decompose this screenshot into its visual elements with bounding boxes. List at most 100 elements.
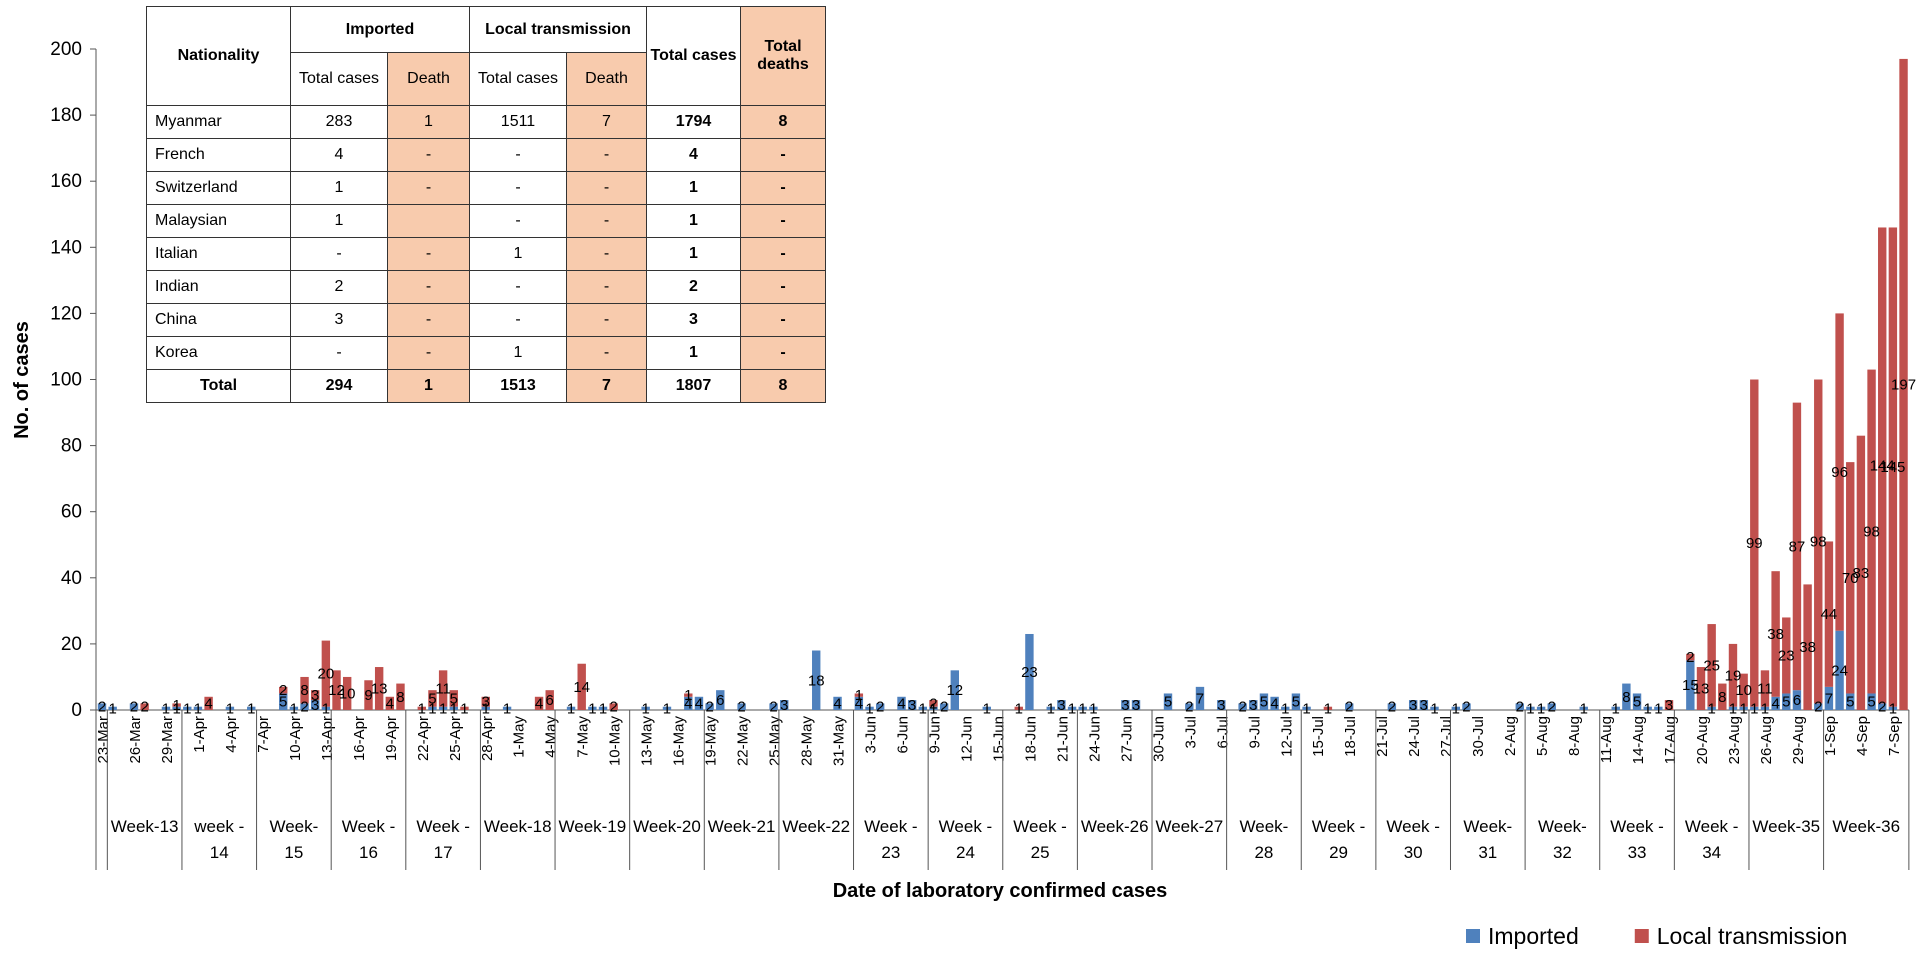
data-label: 25 (1703, 657, 1720, 674)
data-label: 7 (1825, 690, 1833, 707)
data-label: 1 (1015, 700, 1023, 717)
data-label: 1 (929, 700, 937, 717)
bar (321, 706, 331, 710)
data-label: 5 (1260, 694, 1268, 711)
data-label: 4 (897, 695, 905, 712)
bar (1771, 696, 1780, 710)
x-tick-label: 28-Apr (479, 716, 496, 761)
table-cell: 2 (646, 270, 741, 304)
bar (1846, 462, 1855, 694)
table-cell: 1 (646, 171, 741, 205)
bar (1771, 571, 1780, 697)
data-label: 1 (290, 700, 298, 717)
bar (780, 700, 789, 710)
table-cell: 1794 (646, 105, 741, 139)
data-label: 4 (684, 695, 692, 712)
table-cell: 1 (387, 369, 470, 403)
y-tick-label: 40 (61, 568, 82, 589)
table-cell: 1513 (469, 369, 567, 403)
data-label: 2 (98, 699, 106, 716)
table-row: Indian 2- - -2- (146, 270, 826, 304)
data-label: 70 (1842, 570, 1859, 587)
bar (481, 706, 490, 710)
data-label: 5 (1846, 694, 1854, 711)
x-tick-label: 1-May (511, 716, 528, 758)
data-label: 1 (1889, 700, 1897, 717)
x-tick-label: 15-Jun (990, 716, 1007, 762)
x-tick-label: 20-Aug (1694, 716, 1711, 764)
data-label: 3 (1409, 697, 1417, 714)
x-tick-label: 3-Jun (863, 716, 880, 754)
x-tick-label: 11-Aug (1598, 716, 1615, 763)
bar (1611, 706, 1620, 710)
bar (929, 706, 938, 710)
bar (449, 690, 458, 707)
bar (1281, 706, 1290, 710)
table-cell: China (146, 303, 291, 337)
bar (566, 706, 576, 710)
bar (1345, 703, 1354, 710)
bar (1462, 703, 1471, 710)
data-label: 15 (1682, 677, 1699, 694)
legend-label: Local transmission (1657, 923, 1847, 949)
table-cell: Indian (146, 270, 291, 304)
bar (1707, 624, 1716, 707)
data-label: 12 (946, 682, 963, 699)
data-label: 2 (737, 699, 745, 716)
data-label: 5 (1782, 694, 1790, 711)
bar (588, 706, 597, 710)
x-tick-label: 19-May (703, 716, 720, 767)
x-tick-label: 12-Jul (1278, 716, 1295, 757)
table-body: Myanmar 283 1 1511 7 1794 8 French 4- - -4- Switzer… (146, 105, 826, 403)
data-label: 20 (318, 666, 335, 683)
table-cell: - (566, 171, 647, 205)
legend-label: Imported (1488, 923, 1579, 949)
data-label: 1 (428, 700, 436, 717)
table-cell: - (290, 237, 388, 271)
y-tick-label: 200 (50, 39, 82, 60)
header-cell: Total deaths (740, 6, 826, 106)
data-label: 197 (1891, 376, 1916, 393)
bar (1846, 693, 1855, 710)
table-row: Switzerland 1- - -1- (146, 171, 826, 205)
bar (812, 650, 821, 710)
bar (875, 703, 885, 710)
data-label: 145 (1880, 459, 1905, 476)
bar (577, 663, 586, 710)
data-label: 12 (328, 682, 345, 699)
data-label: 1 (247, 700, 255, 717)
week-label: Week-13 (111, 817, 179, 836)
table-cell: - (290, 336, 388, 370)
table-row: China 3- - -3- (146, 303, 826, 337)
bar (737, 703, 746, 710)
bar (1195, 686, 1205, 710)
x-tick-label: 22-Apr (415, 716, 432, 761)
table-cell: Italian (146, 237, 291, 271)
data-label: 1 (1452, 700, 1460, 717)
data-label: 1 (588, 700, 596, 717)
data-label: 2 (130, 699, 138, 716)
data-label: 83 (1853, 565, 1870, 582)
data-label: 38 (1767, 626, 1784, 643)
bar (300, 676, 309, 704)
table-cell: - (566, 303, 647, 337)
data-label: 5 (1867, 694, 1875, 711)
y-axis-title: No. of cases (11, 321, 33, 439)
data-label: 5 (1292, 694, 1300, 711)
table-cell: - (387, 237, 470, 271)
data-label: 4 (1270, 695, 1278, 712)
bar (1014, 706, 1023, 710)
bar (279, 693, 288, 710)
header-cell: Total cases (290, 52, 388, 106)
x-tick-label: 5-Aug (1534, 716, 1551, 756)
bar (1654, 706, 1663, 710)
data-label: 38 (1799, 639, 1816, 656)
bar (684, 693, 693, 697)
bar (598, 706, 608, 710)
table-cell: - (387, 336, 470, 370)
table-row: Total 294 1 1513 7 1807 8 (146, 369, 826, 403)
bar (1238, 703, 1247, 710)
data-label: 3 (1665, 697, 1673, 714)
bar (108, 706, 117, 710)
bar (1835, 313, 1844, 631)
